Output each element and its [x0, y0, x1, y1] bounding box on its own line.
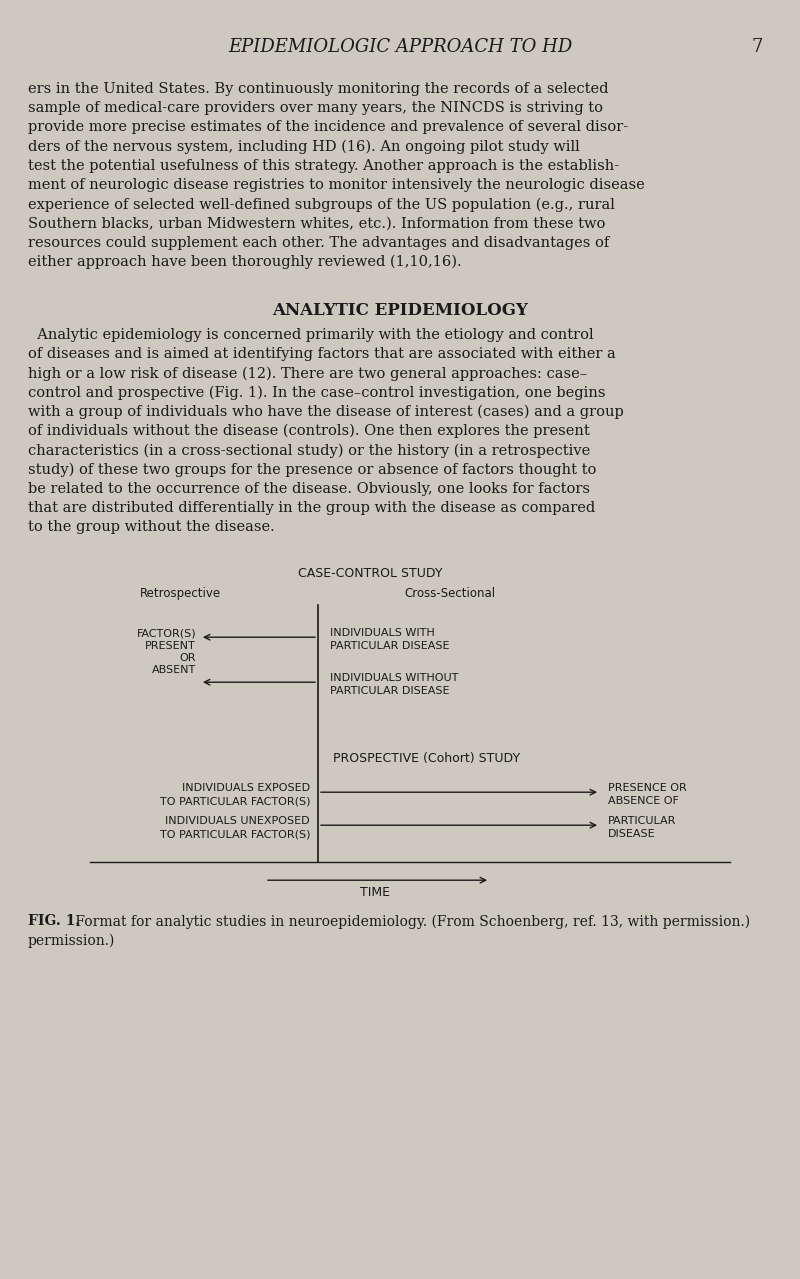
Text: Cross-Sectional: Cross-Sectional [405, 587, 495, 600]
Text: with a group of individuals who have the disease of interest (cases) and a group: with a group of individuals who have the… [28, 404, 624, 420]
Text: provide more precise estimates of the incidence and prevalence of several disor-: provide more precise estimates of the in… [28, 120, 628, 134]
Text: PRESENT: PRESENT [146, 641, 196, 651]
Text: of diseases and is aimed at identifying factors that are associated with either : of diseases and is aimed at identifying … [28, 347, 616, 361]
Text: Retrospective: Retrospective [139, 587, 221, 600]
Text: experience of selected well-defined subgroups of the US population (e.g., rural: experience of selected well-defined subg… [28, 197, 615, 211]
Text: ers in the United States. By continuously monitoring the records of a selected: ers in the United States. By continuousl… [28, 82, 609, 96]
Text: FACTOR(S): FACTOR(S) [136, 628, 196, 638]
Text: CASE-CONTROL STUDY: CASE-CONTROL STUDY [298, 567, 442, 581]
Text: characteristics (in a cross-sectional study) or the history (in a retrospective: characteristics (in a cross-sectional st… [28, 444, 590, 458]
Text: DISEASE: DISEASE [608, 829, 656, 839]
Text: ANALYTIC EPIDEMIOLOGY: ANALYTIC EPIDEMIOLOGY [272, 302, 528, 318]
Text: FIG. 1.: FIG. 1. [28, 914, 80, 929]
Text: INDIVIDUALS EXPOSED: INDIVIDUALS EXPOSED [182, 783, 310, 793]
Text: be related to the occurrence of the disease. Obviously, one looks for factors: be related to the occurrence of the dise… [28, 482, 590, 495]
Text: resources could supplement each other. The advantages and disadvantages of: resources could supplement each other. T… [28, 235, 610, 249]
Text: that are distributed differentially in the group with the disease as compared: that are distributed differentially in t… [28, 501, 595, 515]
Text: Format for analytic studies in neuroepidemiology. (From Schoenberg, ref. 13, wit: Format for analytic studies in neuroepid… [71, 914, 750, 929]
Text: INDIVIDUALS UNEXPOSED: INDIVIDUALS UNEXPOSED [166, 816, 310, 826]
Text: PARTICULAR: PARTICULAR [608, 816, 676, 826]
Text: PROSPECTIVE (Cohort) STUDY: PROSPECTIVE (Cohort) STUDY [333, 752, 520, 765]
Text: sample of medical-care providers over many years, the NINCDS is striving to: sample of medical-care providers over ma… [28, 101, 603, 115]
Text: TO PARTICULAR FACTOR(S): TO PARTICULAR FACTOR(S) [159, 797, 310, 806]
Text: test the potential usefulness of this strategy. Another approach is the establis: test the potential usefulness of this st… [28, 159, 619, 173]
Text: OR: OR [179, 654, 196, 664]
Text: ABSENCE OF: ABSENCE OF [608, 797, 679, 806]
Text: PARTICULAR DISEASE: PARTICULAR DISEASE [330, 687, 450, 696]
Text: control and prospective (Fig. 1). In the case–control investigation, one begins: control and prospective (Fig. 1). In the… [28, 385, 606, 400]
Text: either approach have been thoroughly reviewed (1,10,16).: either approach have been thoroughly rev… [28, 255, 462, 269]
Text: Southern blacks, urban Midwestern whites, etc.). Information from these two: Southern blacks, urban Midwestern whites… [28, 216, 606, 230]
Text: ment of neurologic disease registries to monitor intensively the neurologic dise: ment of neurologic disease registries to… [28, 178, 645, 192]
Text: PARTICULAR DISEASE: PARTICULAR DISEASE [330, 641, 450, 651]
Text: TIME: TIME [360, 886, 390, 899]
Text: ABSENT: ABSENT [152, 665, 196, 675]
Text: to the group without the disease.: to the group without the disease. [28, 521, 274, 535]
Text: permission.): permission.) [28, 934, 115, 948]
Text: study) of these two groups for the presence or absence of factors thought to: study) of these two groups for the prese… [28, 463, 596, 477]
Text: TO PARTICULAR FACTOR(S): TO PARTICULAR FACTOR(S) [159, 829, 310, 839]
Text: EPIDEMIOLOGIC APPROACH TO HD: EPIDEMIOLOGIC APPROACH TO HD [228, 38, 572, 56]
Text: of individuals without the disease (controls). One then explores the present: of individuals without the disease (cont… [28, 425, 590, 439]
Text: 7: 7 [752, 38, 763, 56]
Text: ders of the nervous system, including HD (16). An ongoing pilot study will: ders of the nervous system, including HD… [28, 139, 580, 153]
Text: INDIVIDUALS WITHOUT: INDIVIDUALS WITHOUT [330, 673, 458, 683]
Text: high or a low risk of disease (12). There are two general approaches: case–: high or a low risk of disease (12). Ther… [28, 366, 587, 381]
Text: PRESENCE OR: PRESENCE OR [608, 783, 686, 793]
Text: INDIVIDUALS WITH: INDIVIDUALS WITH [330, 628, 434, 638]
Text: Analytic epidemiology is concerned primarily with the etiology and control: Analytic epidemiology is concerned prima… [28, 327, 594, 341]
